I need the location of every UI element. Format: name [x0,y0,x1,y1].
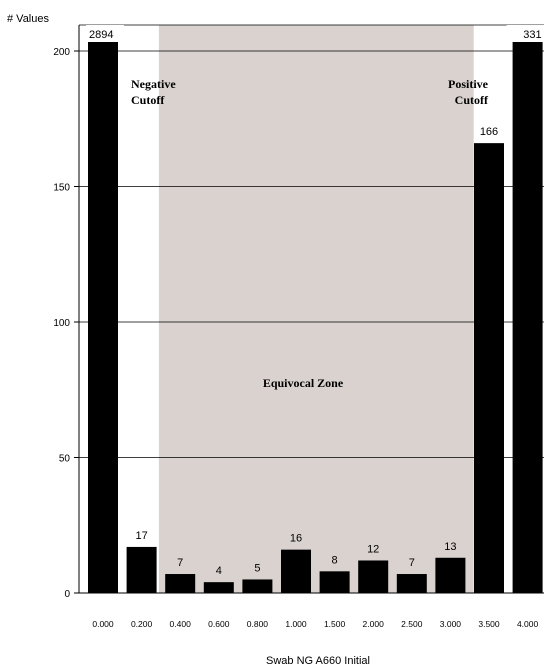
y-tick-label-100: 100 [53,318,70,329]
x-tick-label-0.000: 0.000 [92,619,114,629]
bar-1.500 [319,571,350,593]
data-label-3.000: 13 [444,541,456,553]
x-tick-labels: 0.000 0.200 0.400 0.600 0.800 1.000 1.500 2.000… [92,619,538,629]
x-tick-label-0.600: 0.600 [208,619,230,629]
x-tick-label-3.500: 3.500 [478,619,500,629]
data-label-bg-4.000 [506,25,544,42]
bars [88,25,543,593]
x-tick-label-2.500: 2.500 [401,619,423,629]
positive-cutoff-label-line2: Cutoff [455,93,489,107]
data-label-1.000: 16 [290,533,302,545]
data-label-2.000: 12 [367,543,379,555]
data-label-3.500: 166 [480,126,498,138]
x-tick-label-0.200: 0.200 [131,619,153,629]
x-tick-label-3.000: 3.000 [440,619,462,629]
x-tick-label-1.000: 1.000 [285,619,307,629]
bar-3.500 [474,143,504,593]
data-label-1.500: 8 [332,554,338,566]
bar-0.600 [203,582,234,593]
y-tick-label-50: 50 [59,454,71,465]
y-tick-label-0: 0 [64,589,70,600]
data-label-0.800: 5 [254,562,260,574]
data-label-0.200: 17 [135,530,147,542]
y-tick-label-200: 200 [53,47,70,58]
bar-2.000 [358,560,389,593]
data-label-bg-0.000 [86,25,124,42]
equivocal-zone-label: Equivocal Zone [263,376,344,390]
data-label-0.000: 2894 [89,29,113,41]
bar-1.000 [281,549,311,593]
gridlines [74,24,544,594]
data-label-0.600: 4 [216,565,222,577]
bar-0.400 [165,574,196,593]
negative-cutoff-label-line2: Cutoff [131,93,165,107]
bar-0.800 [242,579,273,593]
y-tick-label-150: 150 [53,183,70,194]
x-tick-label-1.500: 1.500 [324,619,346,629]
data-label-4.000: 331 [523,29,541,41]
equivocal-zone-shading [158,25,474,593]
negative-cutoff-label-line1: Negative [131,77,176,91]
bar-4.000 [512,25,543,593]
data-label-2.500: 7 [409,557,415,569]
bar-2.500 [396,574,427,593]
x-tick-label-2.000: 2.000 [363,619,385,629]
bar-3.000 [435,557,466,593]
bar-0.200 [126,546,157,593]
x-axis-label: Swab NG A660 Initial [266,655,370,667]
data-label-0.400: 7 [177,557,183,569]
x-tick-label-4.000: 4.000 [517,619,539,629]
bar-0.000 [88,25,118,593]
data-labels: 2894 17 7 4 5 16 8 12 7 13 166 331 [86,25,544,577]
y-tick-labels: 0 50 100 150 200 [53,47,70,600]
x-tick-label-0.400: 0.400 [170,619,192,629]
x-tick-label-0.800: 0.800 [247,619,269,629]
positive-cutoff-label-line1: Positive [448,77,489,91]
y-axis-label: # Values [7,13,49,25]
